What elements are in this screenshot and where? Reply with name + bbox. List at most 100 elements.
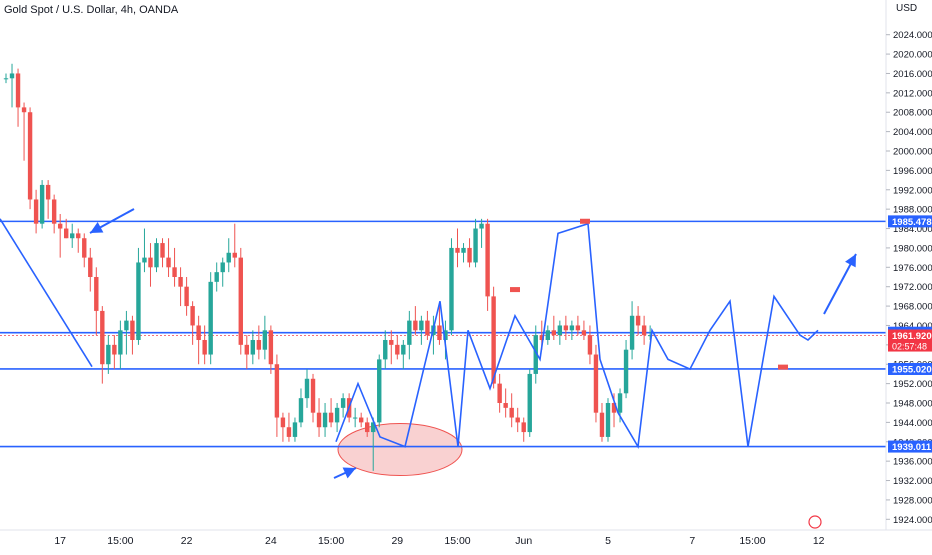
candle-body	[629, 315, 635, 350]
candle-body	[581, 330, 587, 336]
price-tick-label: 2012.000	[893, 88, 932, 99]
price-tick-label: 1944.000	[893, 418, 932, 429]
candle-body	[142, 257, 147, 263]
candle-body	[647, 335, 653, 337]
candle-body	[280, 417, 286, 428]
candle-body	[112, 344, 117, 355]
candle-body	[244, 344, 249, 355]
marker-flag-icon	[510, 287, 520, 293]
candle-body	[358, 417, 364, 423]
candle-body	[214, 272, 219, 282]
candle-body	[118, 330, 123, 355]
price-tick-label: 1976.000	[893, 263, 932, 274]
candle-body	[328, 412, 334, 423]
price-label-bg	[888, 440, 932, 453]
price-tick-label: 1948.000	[893, 399, 932, 410]
time-tick-label: 5	[605, 535, 611, 547]
candle-body	[575, 325, 581, 331]
candle-body	[9, 73, 15, 79]
candle-body	[202, 340, 207, 355]
candle-body	[166, 257, 171, 268]
candle-body	[443, 330, 448, 340]
candle-body	[617, 393, 623, 413]
candle-body	[527, 373, 532, 433]
price-label-bg	[888, 362, 932, 375]
time-tick-label: 29	[391, 535, 403, 547]
chart-title: Gold Spot / U.S. Dollar, 4h, OANDA	[4, 4, 179, 16]
price-tick-label: 1936.000	[893, 457, 932, 468]
candle-body	[57, 223, 63, 229]
candle-body	[521, 422, 526, 433]
price-tick-label: 1964.000	[893, 321, 932, 332]
price-label-bg	[888, 215, 932, 228]
candle-body	[551, 330, 557, 336]
price-label-text: 1955.020	[892, 364, 932, 375]
time-axis: 17 15:00 22 24 15:00 29 15:00 Jun 5 7 15:00 12	[0, 529, 932, 547]
price-tick-label: 1972.000	[893, 282, 932, 293]
candle-body	[232, 252, 237, 258]
price-tick-label: 1980.000	[893, 243, 932, 254]
time-tick-label: 15:00	[107, 535, 133, 547]
highlight-ellipse	[337, 423, 463, 477]
time-tick-label: 17	[54, 535, 66, 547]
candle-body	[419, 320, 424, 331]
arrow-head	[342, 467, 356, 479]
candle-body	[286, 427, 292, 437]
candle-body	[148, 257, 153, 268]
price-label-text: 1939.011	[892, 442, 932, 453]
price-label-bg	[888, 329, 932, 352]
currency-label: USD	[896, 3, 918, 14]
candle-body	[316, 412, 322, 428]
price-countdown-text: 02:57:48	[892, 342, 927, 352]
arrow-pointer-icon	[333, 467, 357, 479]
level-price-label: 1985.478	[888, 215, 932, 228]
price-labels: 1985.4781962.5071955.0201939.0111961.920…	[888, 215, 932, 453]
candle-body	[220, 262, 225, 273]
marker-flag-icon	[580, 218, 590, 224]
candle-body	[599, 412, 605, 437]
arrow-pointer-icon	[89, 208, 135, 234]
candle-body	[15, 73, 21, 108]
time-tick-label: 24	[265, 535, 277, 547]
candle-body	[21, 107, 27, 113]
candle-body	[172, 267, 177, 277]
price-tick-label: 1988.000	[893, 205, 932, 216]
price-tick-label: 1996.000	[893, 166, 932, 177]
price-tick-label: 2020.000	[893, 50, 932, 61]
candle-body	[3, 78, 9, 80]
price-tick-label: 2016.000	[893, 69, 932, 80]
candle-body	[509, 407, 514, 418]
price-tick-label: 2004.000	[893, 127, 932, 138]
candle-body	[268, 330, 274, 365]
price-tick-label: 1992.000	[893, 185, 932, 196]
candle-body	[76, 233, 81, 239]
price-tick-label: 1984.000	[893, 224, 932, 235]
candle-body	[238, 257, 243, 345]
candle-body	[377, 359, 382, 423]
candle-body	[178, 277, 183, 287]
candle-body	[533, 335, 538, 374]
price-tick-label: 1968.000	[893, 302, 932, 313]
level-price-label: 1939.011	[888, 440, 932, 453]
price-label-text: 1985.478	[892, 217, 932, 228]
candle-body	[184, 286, 189, 307]
drawings-foreground	[0, 208, 857, 529]
candle-body	[365, 422, 370, 433]
candle-body	[190, 306, 195, 326]
price-tick-label: 1928.000	[893, 495, 932, 506]
price-tick-label: 1952.000	[893, 379, 932, 390]
candle-body	[395, 344, 400, 355]
candle-body	[274, 364, 280, 418]
candle-body	[515, 417, 520, 423]
time-tick-label: 15:00	[318, 535, 344, 547]
candle-body	[587, 335, 593, 355]
diagonal-trend-line	[0, 218, 93, 368]
candle-body	[70, 233, 75, 239]
price-label-text: 1961.920	[892, 331, 932, 342]
time-tick-label: 15:00	[739, 535, 765, 547]
level-price-label: 1955.020	[888, 362, 932, 375]
candle-body	[449, 247, 454, 331]
